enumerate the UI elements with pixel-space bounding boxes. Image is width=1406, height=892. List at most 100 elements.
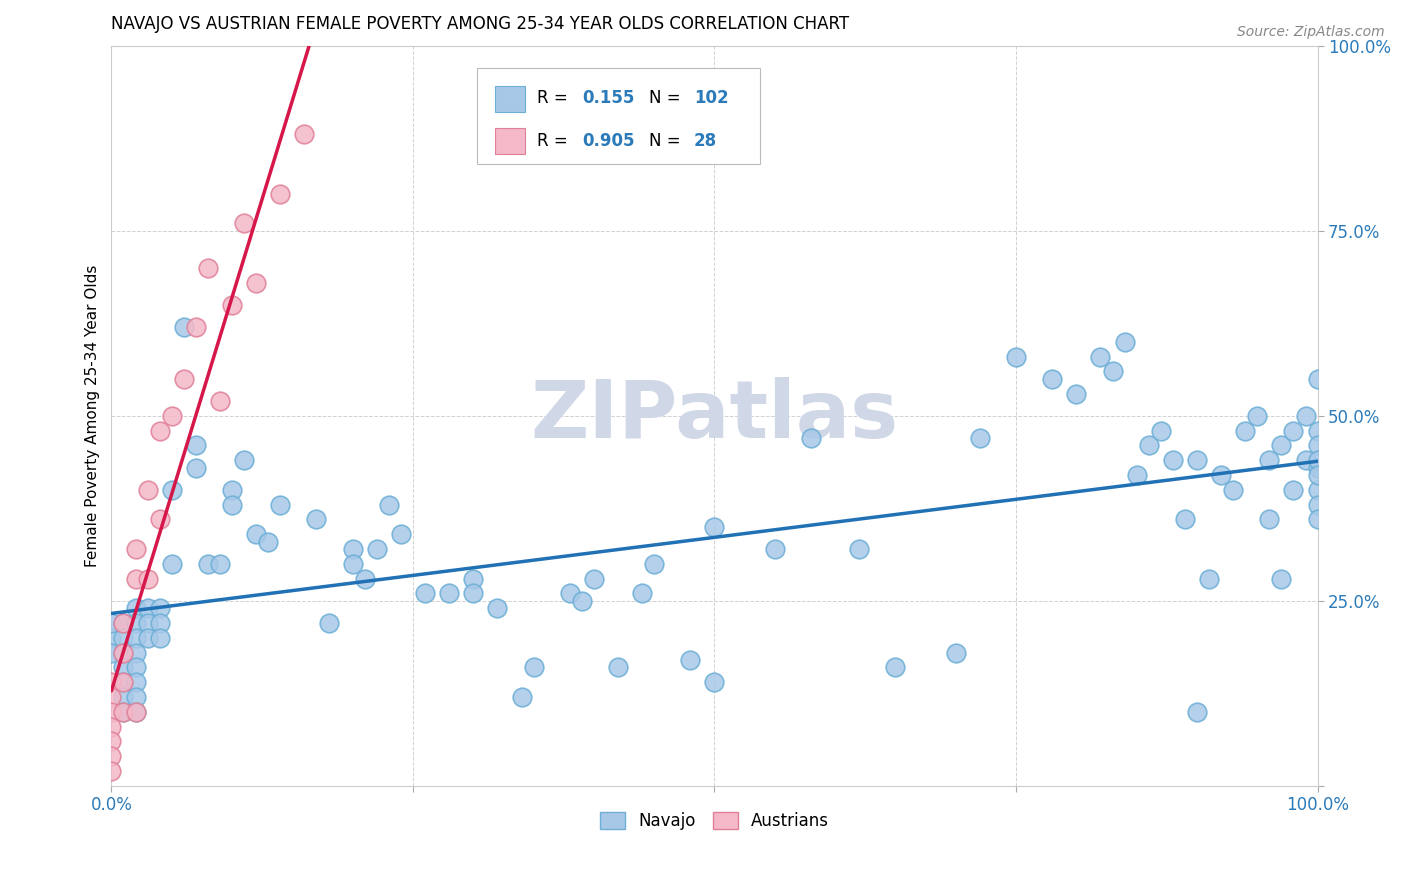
Point bbox=[703, 675, 725, 690]
Point bbox=[160, 483, 183, 497]
FancyBboxPatch shape bbox=[495, 86, 524, 112]
Point bbox=[1270, 572, 1292, 586]
Text: N =: N = bbox=[650, 89, 686, 107]
Point bbox=[413, 586, 436, 600]
Point bbox=[1282, 483, 1305, 497]
Point bbox=[437, 586, 460, 600]
Point bbox=[100, 749, 122, 764]
Point bbox=[269, 498, 291, 512]
Point bbox=[221, 483, 243, 497]
Point bbox=[173, 372, 195, 386]
Point bbox=[112, 631, 135, 645]
Point bbox=[1066, 386, 1088, 401]
Point bbox=[848, 541, 870, 556]
Point bbox=[463, 586, 485, 600]
Point bbox=[184, 319, 207, 334]
Point bbox=[184, 438, 207, 452]
Point bbox=[1258, 512, 1281, 526]
Point bbox=[124, 541, 146, 556]
Point bbox=[136, 615, 159, 630]
Point bbox=[136, 572, 159, 586]
Point bbox=[257, 534, 280, 549]
Point bbox=[1185, 453, 1208, 467]
Point bbox=[149, 601, 172, 615]
Point bbox=[197, 557, 219, 571]
Point bbox=[1234, 424, 1257, 438]
Text: 0.905: 0.905 bbox=[582, 132, 634, 150]
Point bbox=[318, 615, 340, 630]
Point bbox=[305, 512, 328, 526]
Point bbox=[1125, 467, 1147, 482]
Point bbox=[800, 431, 823, 445]
Text: 28: 28 bbox=[695, 132, 717, 150]
Point bbox=[1114, 334, 1136, 349]
Point bbox=[378, 498, 401, 512]
Point bbox=[221, 498, 243, 512]
Point bbox=[703, 520, 725, 534]
Point bbox=[558, 586, 581, 600]
Text: R =: R = bbox=[537, 89, 574, 107]
Text: ZIPatlas: ZIPatlas bbox=[530, 376, 898, 455]
Point bbox=[124, 631, 146, 645]
Point bbox=[1306, 438, 1329, 452]
Point bbox=[571, 593, 593, 607]
Point bbox=[136, 601, 159, 615]
Point bbox=[149, 615, 172, 630]
Point bbox=[1040, 372, 1063, 386]
Point bbox=[124, 660, 146, 674]
Point bbox=[342, 541, 364, 556]
Point bbox=[112, 615, 135, 630]
Point bbox=[100, 720, 122, 734]
Point bbox=[197, 260, 219, 275]
Point bbox=[763, 541, 786, 556]
Point bbox=[112, 646, 135, 660]
Text: 102: 102 bbox=[695, 89, 728, 107]
Point bbox=[100, 690, 122, 704]
Point bbox=[522, 660, 544, 674]
Point bbox=[1137, 438, 1160, 452]
Point bbox=[160, 409, 183, 423]
Point bbox=[1306, 483, 1329, 497]
Point bbox=[112, 675, 135, 690]
Point bbox=[1150, 424, 1173, 438]
Point bbox=[100, 615, 122, 630]
Point bbox=[112, 705, 135, 719]
Point bbox=[233, 453, 256, 467]
Point bbox=[112, 690, 135, 704]
Point bbox=[969, 431, 991, 445]
Point bbox=[1090, 350, 1112, 364]
Point bbox=[112, 705, 135, 719]
Point bbox=[208, 557, 231, 571]
Point bbox=[1306, 453, 1329, 467]
Point bbox=[124, 615, 146, 630]
Point bbox=[463, 572, 485, 586]
Point bbox=[208, 393, 231, 408]
Point bbox=[136, 631, 159, 645]
Point bbox=[100, 646, 122, 660]
Point bbox=[124, 705, 146, 719]
Point bbox=[149, 512, 172, 526]
Point bbox=[1246, 409, 1268, 423]
Point bbox=[221, 298, 243, 312]
Point bbox=[945, 646, 967, 660]
Point bbox=[510, 690, 533, 704]
Point bbox=[353, 572, 375, 586]
Point bbox=[679, 653, 702, 667]
Point bbox=[136, 483, 159, 497]
Point bbox=[124, 675, 146, 690]
Point bbox=[1209, 467, 1232, 482]
Y-axis label: Female Poverty Among 25-34 Year Olds: Female Poverty Among 25-34 Year Olds bbox=[86, 265, 100, 567]
Point bbox=[1306, 512, 1329, 526]
Point bbox=[366, 541, 388, 556]
Point bbox=[607, 660, 630, 674]
Point bbox=[124, 690, 146, 704]
FancyBboxPatch shape bbox=[477, 68, 761, 164]
Point bbox=[269, 186, 291, 201]
Point bbox=[112, 660, 135, 674]
Point bbox=[884, 660, 907, 674]
FancyBboxPatch shape bbox=[495, 128, 524, 154]
Point bbox=[160, 557, 183, 571]
Point bbox=[1306, 498, 1329, 512]
Point bbox=[1174, 512, 1197, 526]
Point bbox=[245, 527, 267, 541]
